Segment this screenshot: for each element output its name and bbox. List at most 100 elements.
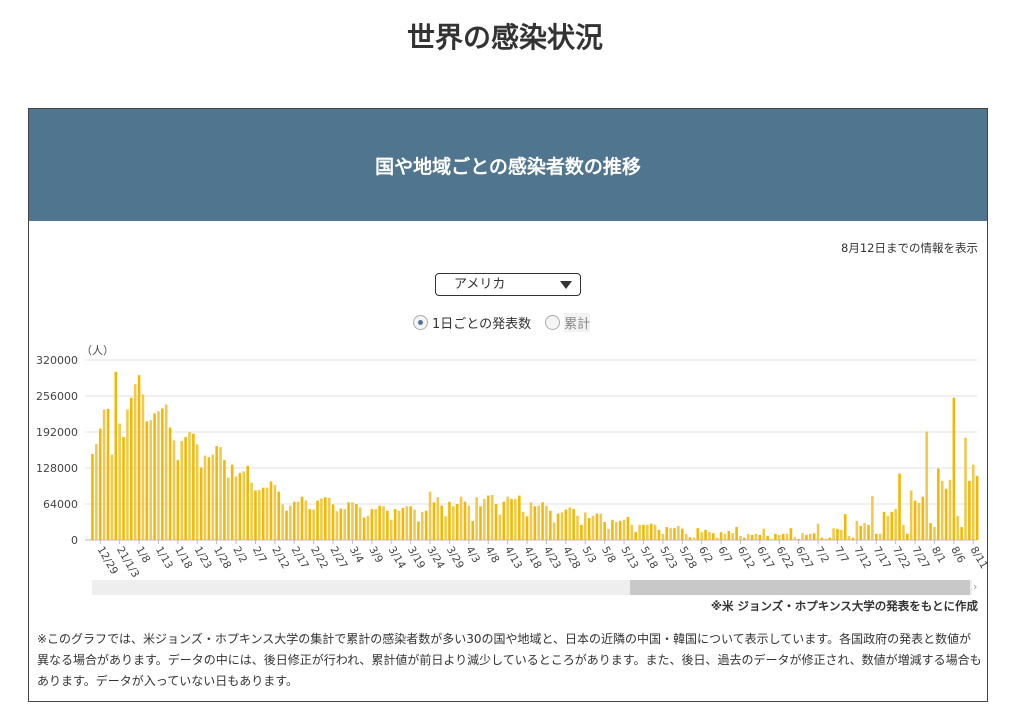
scroll-right-icon[interactable]: › [973,580,978,593]
bar [956,515,960,540]
bar [149,420,152,540]
bar [316,500,319,540]
x-tick-label: 7/27 [909,545,931,571]
bar [816,523,820,540]
bar [533,506,537,540]
bar [832,528,835,540]
bar [801,533,804,540]
bar [560,512,564,540]
bar [964,437,967,540]
bar [583,512,587,540]
radio-daily[interactable]: 1日ごとの発表数 [413,313,531,332]
bar [510,498,513,540]
x-tick-label: 4/13 [502,545,524,571]
bar [894,509,897,540]
y-tick-label: 192000 [36,426,78,439]
bar [809,533,812,540]
bar [153,413,156,540]
bar [618,520,622,540]
x-tick-label: 5/3 [580,545,599,566]
bar [300,496,304,540]
x-tick-label: 1/23 [192,545,214,571]
bar [261,487,265,540]
bar [172,440,176,540]
bar [781,533,785,540]
bar [382,506,385,540]
x-tick-label: 5/8 [599,545,618,566]
country-select[interactable]: アメリカ [435,273,581,296]
bar [405,506,409,540]
bar [971,464,975,540]
radio-daily-label: 1日ごとの発表数 [432,317,532,332]
bar [917,502,921,540]
bar [871,496,874,540]
scrollbar-thumb[interactable] [630,580,970,595]
bar [518,495,521,540]
chart-scrollbar[interactable] [92,580,972,595]
x-tick-label: 7/2 [812,545,831,566]
bar [122,437,125,540]
bar [626,516,630,540]
bar [98,428,102,540]
x-tick-label: 2/7 [250,545,269,566]
bar [358,507,362,540]
bar [836,528,839,540]
bar [968,480,971,540]
bar [878,533,882,540]
x-tick-label: 3/24 [424,545,446,572]
bar [851,537,855,540]
bar [192,433,195,540]
bar [704,529,707,540]
bar [649,523,653,540]
x-tick-label: 7/17 [871,545,893,571]
bar [657,529,661,540]
bar [514,498,517,540]
bar [502,501,506,540]
bar [289,505,292,540]
bar [855,520,859,540]
bar [188,432,191,540]
x-tick-label: 7/12 [851,545,873,571]
bar [541,502,544,540]
bar [452,506,455,540]
x-tick-label: 4/23 [541,545,563,571]
bar [312,509,315,540]
x-tick-label: 3/9 [366,545,385,566]
bar [133,384,137,540]
bar [793,537,797,540]
bar [735,527,738,540]
radio-cumulative-label: 累計 [564,313,591,332]
bar [680,528,684,540]
radio-cumulative[interactable]: 累計 [545,313,591,332]
bar [642,524,645,540]
bar [463,501,467,540]
x-tick-label: 4/3 [463,545,482,566]
bar [401,507,405,540]
bar [223,460,226,540]
x-tick-label: 5/23 [657,545,679,571]
bar [479,506,482,540]
bar [486,495,490,540]
x-tick-label: 3/14 [386,545,408,572]
bar [595,513,599,540]
bar [417,521,420,540]
bar [471,520,475,540]
bar [789,528,793,540]
bar [576,515,579,540]
bar [355,504,358,540]
x-tick-label: 3/29 [444,545,466,571]
bar [130,397,133,540]
bar [432,502,436,540]
data-date-note: 8月12日までの情報を表示 [841,241,978,255]
bar [161,408,164,540]
bar [106,408,110,540]
bar [665,527,669,540]
bar [374,509,378,540]
bar [653,524,657,540]
bar [176,460,180,540]
bar [397,510,401,540]
bar [219,447,222,540]
bar [785,533,789,540]
bar [215,446,218,540]
bar [696,528,700,540]
